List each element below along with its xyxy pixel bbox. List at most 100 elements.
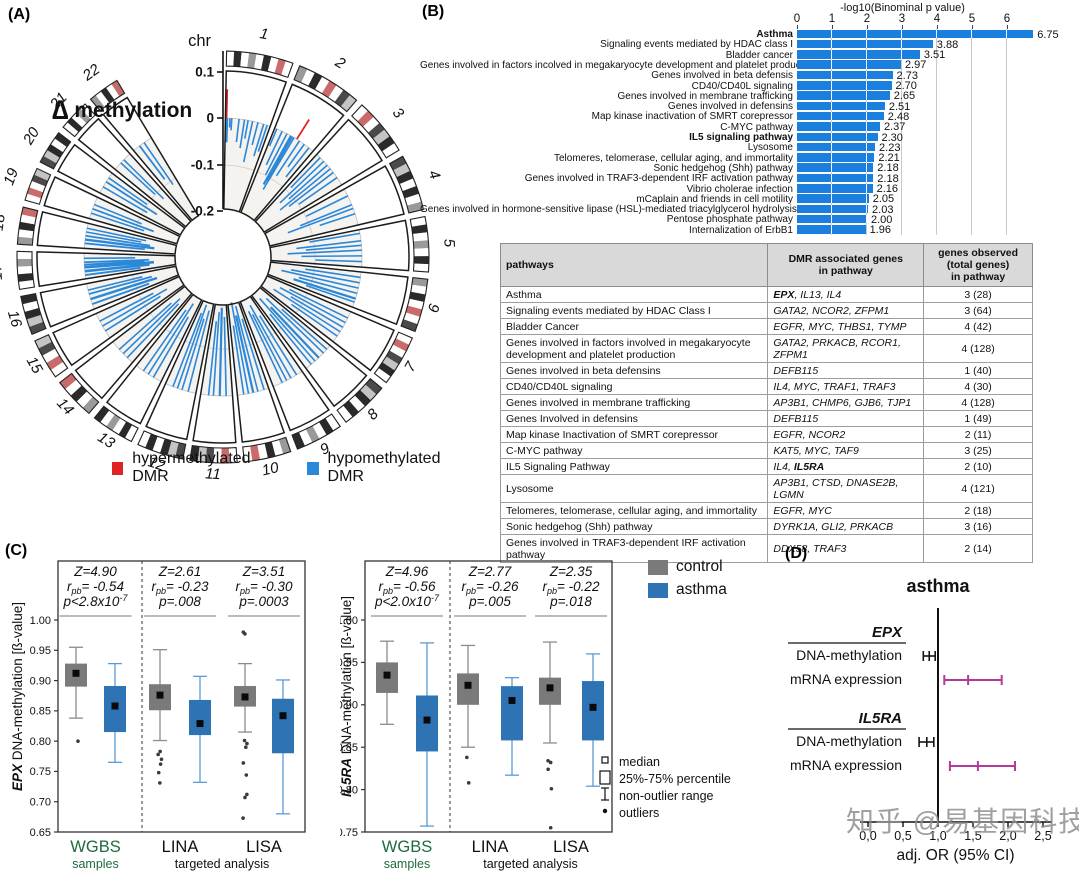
group-x-label: LISA <box>553 838 589 856</box>
gene-count-cell: 1 (49) <box>924 411 1033 427</box>
table-row: CD40/CD40L signaling IL4, MYC, TRAF1, TRA… <box>501 379 1033 395</box>
pathway-bar-row: Vibrio cholerae infection 2.16 <box>420 184 1079 194</box>
pathway-cell: Lysosome <box>501 475 768 503</box>
pathway-bar-chart: -log10(Binominal p value) 0 1 2 3 4 5 6 Asthma 6… <box>420 0 1079 240</box>
chromosome-number-label: 7 <box>401 359 420 375</box>
chromosome-number-label: 18 <box>0 212 9 232</box>
pathway-table-element: pathways DMR associated genes in pathway ge… <box>500 243 1033 563</box>
y-tick-label: 0.80 <box>30 736 51 748</box>
pathway-table: pathways DMR associated genes in pathway ge… <box>500 243 1033 563</box>
group-x-label: LINA <box>162 838 199 856</box>
stat-z: Z=2.35 <box>549 564 593 579</box>
bar-axis-tick: 2 <box>857 13 877 25</box>
pathway-bar-row: Genes involved in TRAF3-dependent IRF ac… <box>420 173 1079 183</box>
genes-cell: GATA2, PRKACB, RCOR1, ZFPM1 <box>768 335 924 363</box>
gene-count-cell: 3 (64) <box>924 303 1033 319</box>
gene-count-cell: 2 (18) <box>924 503 1033 519</box>
outlier-point <box>467 781 471 785</box>
panel-d-label: (D) <box>785 545 807 562</box>
outlier-point <box>245 742 249 746</box>
pathway-bar <box>797 174 873 183</box>
table-row: Bladder Cancer EGFR, MYC, THBS1, TYMP 4 (4… <box>501 319 1033 335</box>
pathway-bar <box>797 194 869 203</box>
pathway-bar <box>797 71 893 80</box>
stat-z: Z=4.90 <box>73 564 117 579</box>
y-tick-label: 0.65 <box>30 827 51 839</box>
axis-tick-label: -0.2 <box>191 204 214 219</box>
stat-z: Z=4.96 <box>385 564 429 579</box>
gene-label: IL5RA <box>859 710 902 727</box>
outlier-point <box>245 793 249 797</box>
median-marker <box>280 712 287 719</box>
bar-axis-tick: 1 <box>822 13 842 25</box>
marker-legend: median 25%-75% percentile non-outlier rang… <box>598 753 731 821</box>
pathway-bar <box>797 30 1033 39</box>
bar-axis-tick: 6 <box>997 13 1017 25</box>
gene-count-cell: 3 (25) <box>924 443 1033 459</box>
pathway-cell: Sonic hedgehog (Shh) pathway <box>501 519 768 535</box>
axis-tick-label: -0.1 <box>191 158 215 173</box>
table-row: IL5 Signaling Pathway IL4, IL5RA 2 (10) <box>501 459 1033 475</box>
pathway-cell: Map kinase Inactivation of SMRT corepres… <box>501 427 768 443</box>
table-row: Asthma EPX, IL13, IL4 3 (28) <box>501 287 1033 303</box>
delta-methylation-title: ∆ methylation <box>52 95 192 126</box>
marker-legend-item: median <box>598 753 731 770</box>
pathway-bar-row: IL5 signaling pathway 2.30 <box>420 132 1079 142</box>
figure-canvas: (A) ∆ methylation 1 2 3 4 5 6 7 8 9 10 11 12 13 14 15 1… <box>0 0 1079 873</box>
y-tick-label: 0.90 <box>30 675 51 687</box>
chromosome-number-label: 2 <box>331 53 348 73</box>
y-tick-label: 1.00 <box>30 615 51 627</box>
gene-count-cell: 4 (128) <box>924 335 1033 363</box>
group-x-label: WGBS <box>70 838 120 856</box>
box-iqr <box>457 673 479 704</box>
pathway-bar-row: mCaplain and friends in cell motility 2.0… <box>420 194 1079 204</box>
chromosome-number-label: 20 <box>19 124 43 149</box>
table-row: Genes Involved in defensins DEFB115 1 (49) <box>501 411 1033 427</box>
pathway-bar <box>797 112 884 121</box>
samples-sublabel: samples <box>72 857 119 871</box>
y-tick-label: 0.95 <box>30 645 51 657</box>
median-marker <box>242 693 249 700</box>
panel-b-pathways: (B) -log10(Binominal p value) 0 1 2 3 4 5 6 Ast… <box>420 0 1079 540</box>
chr-axis-label: chr <box>188 32 211 50</box>
hypomethylated-swatch <box>307 462 318 475</box>
panel-a-circos: (A) ∆ methylation 1 2 3 4 5 6 7 8 9 10 11 12 13 14 15 1… <box>0 0 460 540</box>
median-marker <box>157 692 164 699</box>
group-x-label: WGBS <box>382 838 432 856</box>
median-marker-icon <box>598 753 612 770</box>
targeted-analysis-sublabel: targeted analysis <box>175 857 270 871</box>
group-legend: control asthma <box>648 558 727 604</box>
table-row: Sonic hedgehog (Shh) pathway DYRK1A, GLI2… <box>501 519 1033 535</box>
measure-label: DNA-methylation <box>796 647 902 663</box>
pathway-bar <box>797 40 933 49</box>
genes-cell: IL4, IL5RA <box>768 459 924 475</box>
table-row: Genes involved in beta defensins DEFB115 1… <box>501 363 1033 379</box>
asthma-legend-item: asthma <box>648 581 727 599</box>
outlier-point <box>243 739 247 743</box>
box-iqr <box>272 699 294 754</box>
pathway-bar-row: Signaling events mediated by HDAC class … <box>420 39 1079 49</box>
marker-legend-label: non-outlier range <box>619 789 714 803</box>
table-row: Genes involved in membrane trafficking AP… <box>501 395 1033 411</box>
box-iqr <box>189 700 211 735</box>
median-marker <box>547 684 554 691</box>
outlier-point <box>549 761 553 765</box>
chromosome-number-label: 16 <box>4 308 25 329</box>
median-marker <box>73 670 80 677</box>
radial-axis: 0.10-0.1-0.2 <box>191 51 223 219</box>
marker-legend-item: non-outlier range <box>598 787 731 804</box>
pathway-bar <box>797 50 920 59</box>
pathway-cell: Genes involved in beta defensins <box>501 363 768 379</box>
chromosome-number-label: 8 <box>364 405 382 424</box>
pathway-bar-row: Genes involved in factors incolved in me… <box>420 60 1079 70</box>
median-marker <box>112 703 119 710</box>
pathway-bar-row: Sonic hedgehog (Shh) pathway 2.18 <box>420 163 1079 173</box>
outlier-point <box>546 767 550 771</box>
outlier-point <box>549 826 553 830</box>
measure-label: DNA-methylation <box>796 733 902 749</box>
outlier-point <box>157 771 161 775</box>
pathway-bar <box>797 60 901 69</box>
table-row: Signaling events mediated by HDAC Class … <box>501 303 1033 319</box>
pathway-bar <box>797 215 867 224</box>
pathway-cell: Genes involved in membrane trafficking <box>501 395 768 411</box>
